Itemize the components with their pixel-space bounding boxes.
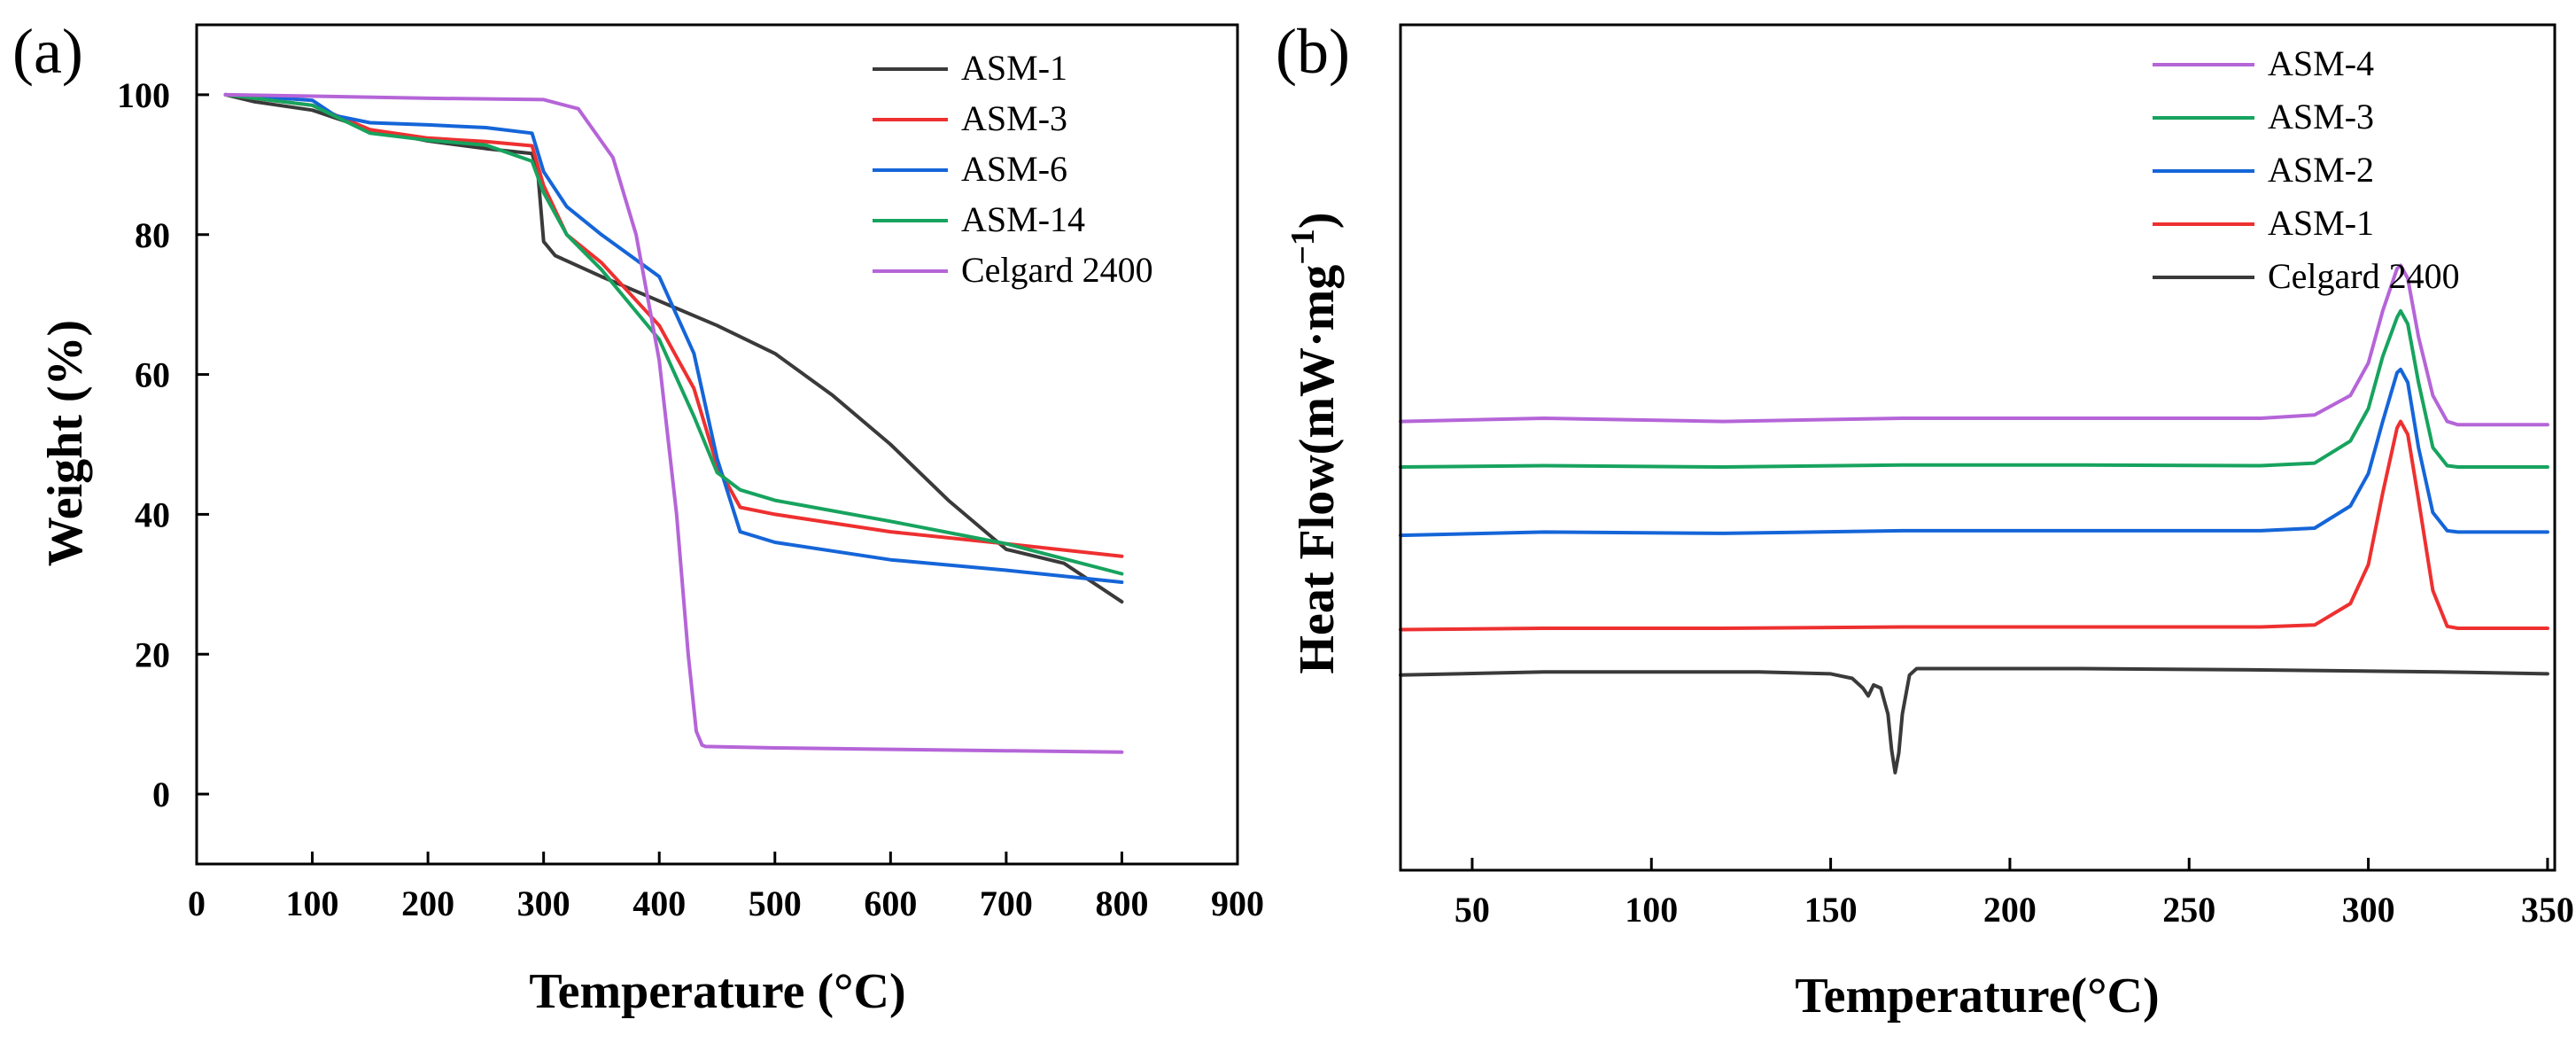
panel-a-y-axis-title: Weight (%) bbox=[38, 320, 93, 566]
panel-b-x-axis-title: Temperature(°C) bbox=[1795, 969, 2159, 1024]
panel-a-legend-label-asm-6: ASM-6 bbox=[961, 149, 1067, 189]
panel-a-x-ticks: 0 100 200 300 400 500 600 700 800 900 bbox=[188, 852, 1264, 923]
panel-a: (a) 0 100 200 300 400 500 600 700 800 900 0 20 40 60… bbox=[12, 16, 1264, 1019]
panel-a-series-asm-3 bbox=[223, 92, 1124, 558]
panel-b-x-tick-label: 250 bbox=[2162, 890, 2215, 930]
panel-b-series-asm-1 bbox=[1399, 419, 2549, 632]
panel-a-series-celgard-2400 bbox=[223, 92, 1124, 754]
panel-a-x-tick-label: 700 bbox=[980, 883, 1033, 923]
panel-b-x-ticks: 50 100 150 200 250 300 350 bbox=[1455, 858, 2574, 930]
panel-a-legend-label-asm-3: ASM-3 bbox=[961, 98, 1067, 138]
panel-b-series-asm-2 bbox=[1399, 367, 2549, 538]
panel-b-y-axis-title: Heat Flow(mW·mg−1) bbox=[1284, 212, 1345, 673]
panel-a-label: (a) bbox=[12, 16, 83, 87]
panel-b-legend-label-asm-1: ASM-1 bbox=[2268, 203, 2374, 243]
panel-b-x-tick-label: 100 bbox=[1625, 890, 1678, 930]
panel-b-series-celgard-2400 bbox=[1399, 666, 2549, 774]
panel-b-label: (b) bbox=[1276, 16, 1350, 87]
panel-a-x-tick-label: 0 bbox=[188, 883, 206, 923]
panel-b-legend-label-asm-4: ASM-4 bbox=[2268, 43, 2374, 83]
panel-b-series bbox=[1399, 263, 2549, 774]
panel-b-legend: ASM-4 ASM-3 ASM-2 ASM-1 Celgard 2400 bbox=[2153, 43, 2460, 296]
panel-b-series-asm-3 bbox=[1399, 308, 2549, 469]
panel-b-y-axis-title-main: Heat Flow(mW·mg bbox=[1290, 265, 1345, 674]
panel-a-x-tick-label: 800 bbox=[1095, 883, 1148, 923]
panel-b-legend-label-celgard-2400: Celgard 2400 bbox=[2268, 256, 2460, 296]
panel-a-y-tick-label: 60 bbox=[135, 355, 170, 395]
panel-b-x-tick-label: 150 bbox=[1804, 890, 1858, 930]
panel-a-x-tick-label: 400 bbox=[632, 883, 686, 923]
panel-a-y-tick-label: 80 bbox=[135, 215, 170, 255]
panel-a-y-ticks: 0 20 40 60 80 100 bbox=[117, 75, 209, 814]
panel-a-x-tick-label: 100 bbox=[286, 883, 339, 923]
panel-a-legend-label-asm-1: ASM-1 bbox=[961, 48, 1067, 88]
panel-a-y-tick-label: 40 bbox=[135, 494, 170, 534]
panel-a-plot-frame bbox=[195, 23, 1239, 866]
panel-b-series-asm-4 bbox=[1399, 263, 2549, 427]
panel-b-legend-label-asm-2: ASM-2 bbox=[2268, 150, 2374, 190]
panel-b-x-tick-label: 350 bbox=[2521, 890, 2574, 930]
panel-b-y-axis-title-superscript: −1 bbox=[1284, 229, 1322, 265]
panel-b-x-tick-label: 300 bbox=[2342, 890, 2395, 930]
panel-b: (b) 50 100 150 200 250 300 350 Temperature(°C)… bbox=[1276, 16, 2574, 1024]
panel-a-x-tick-label: 300 bbox=[517, 883, 570, 923]
panel-a-legend-label-asm-14: ASM-14 bbox=[961, 199, 1085, 239]
panel-a-x-tick-label: 600 bbox=[864, 883, 917, 923]
panel-a-series bbox=[223, 92, 1124, 754]
panel-a-x-axis-title: Temperature (°C) bbox=[529, 964, 905, 1019]
panel-a-series-asm-14 bbox=[223, 92, 1124, 576]
panel-b-x-tick-label: 200 bbox=[1983, 890, 2037, 930]
panel-a-y-tick-label: 0 bbox=[152, 774, 170, 814]
panel-b-y-axis-title-close: ) bbox=[1290, 212, 1345, 229]
panel-b-legend-label-asm-3: ASM-3 bbox=[2268, 97, 2374, 136]
panel-a-x-tick-label: 500 bbox=[749, 883, 802, 923]
panel-b-x-tick-label: 50 bbox=[1455, 890, 1490, 930]
panel-a-legend: ASM-1 ASM-3 ASM-6 ASM-14 Celgard 2400 bbox=[873, 48, 1153, 290]
panel-a-y-tick-label: 20 bbox=[135, 634, 170, 674]
panel-b-plot-frame bbox=[1399, 23, 2557, 872]
panel-a-x-tick-label: 200 bbox=[401, 883, 454, 923]
panel-a-y-tick-label: 100 bbox=[117, 75, 170, 115]
panel-a-legend-label-celgard-2400: Celgard 2400 bbox=[961, 250, 1153, 290]
panel-a-x-tick-label: 900 bbox=[1211, 883, 1264, 923]
